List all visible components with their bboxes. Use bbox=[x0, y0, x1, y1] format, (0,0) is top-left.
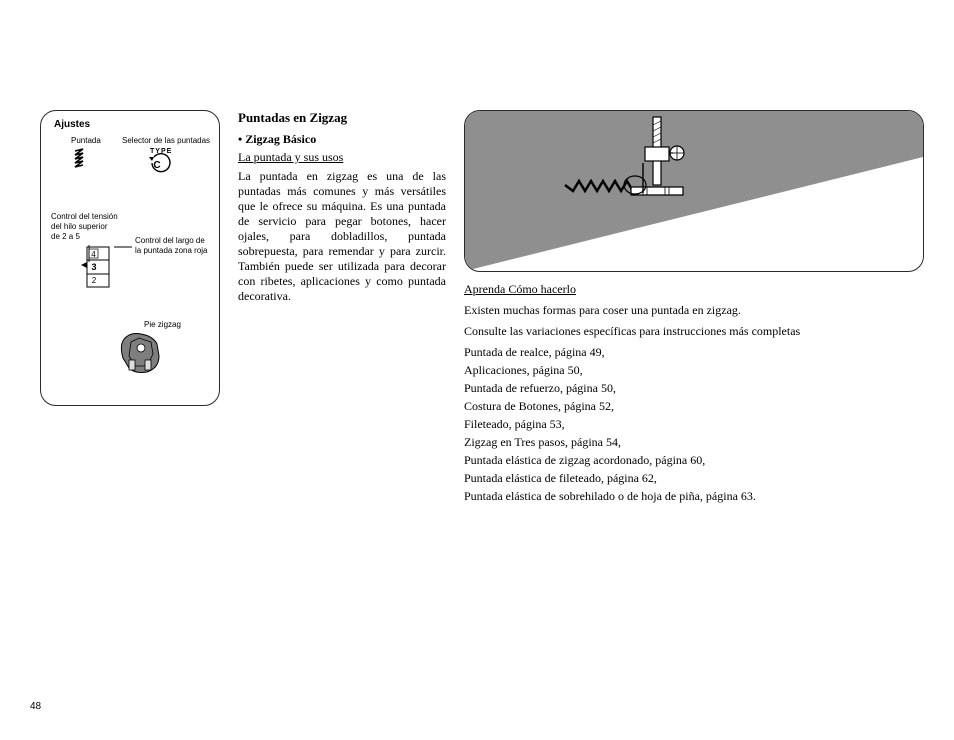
list-item: Puntada de refuerzo, página 50, bbox=[464, 381, 924, 396]
list-item: Aplicaciones, página 50, bbox=[464, 363, 924, 378]
settings-panel: Ajustes Puntada Selector de las puntadas… bbox=[40, 110, 220, 406]
section-title: Puntadas en Zigzag bbox=[238, 110, 446, 126]
settings-panel-svg: Ajustes Puntada Selector de las puntadas… bbox=[49, 117, 213, 399]
dial-bot: 2 bbox=[92, 276, 97, 285]
panel-title: Ajustes bbox=[54, 119, 91, 130]
sewing-figure-svg bbox=[465, 111, 923, 271]
fabric-shape bbox=[465, 111, 923, 271]
reference-list: Puntada de realce, página 49, Aplicacion… bbox=[464, 345, 924, 504]
length-label-line2: la puntada zona roja bbox=[135, 246, 208, 255]
tension-label-line3: de 2 a 5 bbox=[51, 232, 80, 241]
howto-heading: Aprenda Cómo hacerlo bbox=[464, 282, 924, 297]
zigzag-description-column: Puntadas en Zigzag • Zigzag Básico La pu… bbox=[238, 110, 446, 304]
list-item: Fileteado, página 53, bbox=[464, 417, 924, 432]
length-label-line1: Control del largo de bbox=[135, 236, 205, 245]
stitch-label: Puntada bbox=[71, 136, 101, 145]
list-item: Puntada de realce, página 49, bbox=[464, 345, 924, 360]
usage-heading: La puntada y sus usos bbox=[238, 150, 446, 165]
tension-label-line1: Control del tensión bbox=[51, 212, 118, 221]
foot-label: Pie zigzag bbox=[144, 320, 181, 329]
list-item: Puntada elástica de zigzag acordonado, p… bbox=[464, 453, 924, 468]
zigzag-foot-icon bbox=[121, 334, 159, 373]
zigzag-stitch-icon bbox=[75, 149, 83, 167]
type-selector-icon: C bbox=[149, 154, 170, 172]
howto-column: Aprenda Cómo hacerlo Existen muchas form… bbox=[464, 110, 924, 507]
dial-top: 4 bbox=[91, 250, 96, 259]
type-letter: C bbox=[153, 160, 160, 171]
stitch-length-dial-icon: 4 3 2 bbox=[81, 247, 109, 287]
list-item: Zigzag en Tres pasos, página 54, bbox=[464, 435, 924, 450]
dial-mid: 3 bbox=[91, 262, 96, 272]
page-number: 48 bbox=[30, 701, 41, 712]
tension-label-line2: del hilo superior bbox=[51, 222, 108, 231]
howto-p1: Existen muchas formas para coser una pun… bbox=[464, 303, 924, 318]
body-text: La puntada en zigzag es una de las punta… bbox=[238, 169, 446, 304]
selector-label: Selector de las puntadas bbox=[122, 136, 210, 145]
subsection-title: • Zigzag Básico bbox=[238, 132, 446, 147]
sewing-figure bbox=[464, 110, 924, 272]
list-item: Costura de Botones, página 52, bbox=[464, 399, 924, 414]
list-item: Puntada elástica de sobrehilado o de hoj… bbox=[464, 489, 924, 504]
list-item: Puntada elástica de fileteado, página 62… bbox=[464, 471, 924, 486]
howto-p2: Consulte las variaciones específicas par… bbox=[464, 324, 924, 339]
